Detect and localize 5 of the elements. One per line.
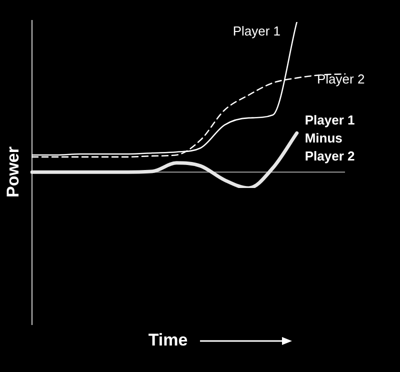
series-label: Player 1 Minus Player 2 — [304, 112, 355, 164]
series-label: Player 1 — [232, 24, 281, 39]
text: Time — [148, 330, 188, 350]
series-label: Player 2 — [317, 72, 365, 87]
y-axis-title: Power — [4, 146, 23, 198]
